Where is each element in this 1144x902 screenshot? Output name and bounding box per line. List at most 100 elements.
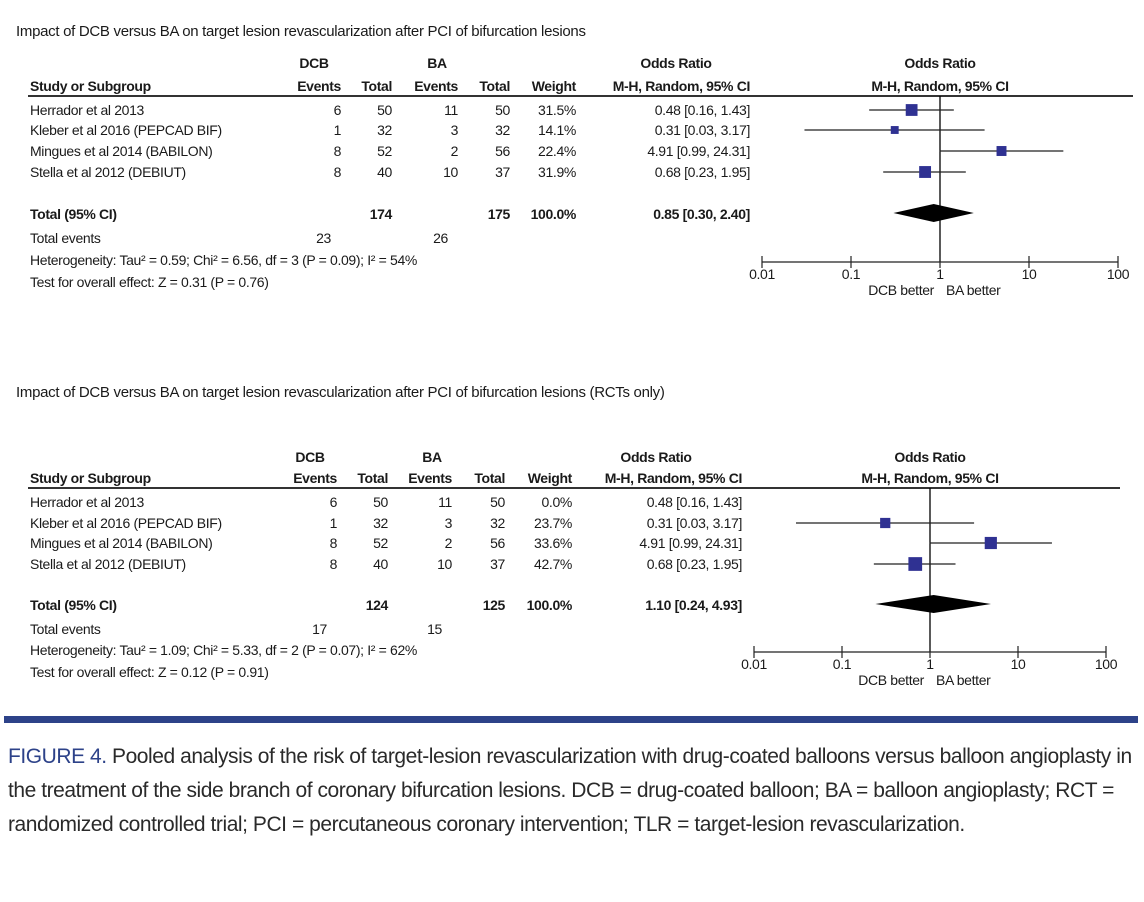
heterogeneity-text: Heterogeneity: Tau² = 1.09; Chi² = 5.33,… <box>30 642 417 658</box>
header-weight: Weight <box>527 470 573 486</box>
dcb-total: 40 <box>373 556 388 572</box>
study-name: Mingues et al 2014 (BABILON) <box>30 143 213 159</box>
study-marker <box>908 557 923 571</box>
header-ba-total: Total <box>474 470 505 486</box>
total-events-dcb: 23 <box>316 230 331 246</box>
ba-events: 2 <box>450 143 459 159</box>
panel-title: Impact of DCB versus BA on target lesion… <box>16 384 665 401</box>
study-or-ci: 0.31 [0.03, 3.17] <box>646 515 743 531</box>
header-or-method: M-H, Random, 95% CI <box>612 78 751 94</box>
dcb-events: 6 <box>333 102 342 118</box>
ba-total: 37 <box>495 164 510 180</box>
study-weight: 31.9% <box>538 164 576 180</box>
header-ba: BA <box>427 55 447 71</box>
figure-caption: FIGURE 4. Pooled analysis of the risk of… <box>8 740 1138 842</box>
ba-total: 56 <box>495 143 510 159</box>
pooled-diamond <box>893 204 974 222</box>
study-marker <box>919 166 932 178</box>
x-tick-label: 1 <box>936 266 944 282</box>
ba-total: 32 <box>490 515 505 531</box>
total-events-dcb: 17 <box>312 621 327 637</box>
total-ba: 175 <box>487 206 511 222</box>
dcb-total: 52 <box>373 535 388 551</box>
study-marker <box>905 104 918 116</box>
dcb-total: 50 <box>373 494 388 510</box>
study-or-ci: 4.91 [0.99, 24.31] <box>647 143 750 159</box>
ba-total: 37 <box>490 556 505 572</box>
header-study: Study or Subgroup <box>30 470 151 486</box>
study-name: Stella et al 2012 (DEBIUT) <box>30 556 186 572</box>
dcb-total: 50 <box>377 102 392 118</box>
total-events-label: Total events <box>30 230 101 246</box>
header-ba-events: Events <box>408 470 452 486</box>
total-events-ba: 26 <box>433 230 448 246</box>
x-tick-label: 0.01 <box>749 266 775 282</box>
ba-events: 2 <box>444 535 453 551</box>
header-dcb-events: Events <box>297 78 341 94</box>
total-or-ci: 0.85 [0.30, 2.40] <box>653 206 750 222</box>
header-odds-ratio: Odds Ratio <box>620 449 692 465</box>
dcb-events: 6 <box>329 494 338 510</box>
plot-header-odds-ratio: Odds Ratio <box>894 449 966 465</box>
dcb-total: 40 <box>377 164 392 180</box>
ba-events: 10 <box>437 556 452 572</box>
ba-total: 50 <box>495 102 510 118</box>
header-rule <box>28 487 1120 489</box>
forest-plots <box>753 96 1119 658</box>
ba-events: 10 <box>443 164 458 180</box>
header-or-method: M-H, Random, 95% CI <box>604 470 743 486</box>
panel-title: Impact of DCB versus BA on target lesion… <box>16 23 586 40</box>
x-tick-label: 0.1 <box>832 656 852 672</box>
study-weight: 22.4% <box>538 143 576 159</box>
caption-divider <box>4 716 1138 723</box>
x-tick-label: 0.1 <box>841 266 861 282</box>
overall-effect-text: Test for overall effect: Z = 0.31 (P = 0… <box>30 274 269 290</box>
total-label: Total (95% CI) <box>30 206 117 222</box>
header-dcb: DCB <box>295 449 325 465</box>
total-or-ci: 1.10 [0.24, 4.93] <box>645 597 742 613</box>
header-odds-ratio: Odds Ratio <box>640 55 712 71</box>
ba-events: 3 <box>450 122 459 138</box>
study-name: Herrador et al 2013 <box>30 494 144 510</box>
study-weight: 14.1% <box>538 122 576 138</box>
study-or-ci: 4.91 [0.99, 24.31] <box>639 535 742 551</box>
x-tick-label: 0.01 <box>741 656 767 672</box>
overall-effect-text: Test for overall effect: Z = 0.12 (P = 0… <box>30 664 269 680</box>
header-ba-total: Total <box>479 78 510 94</box>
study-name: Stella et al 2012 (DEBIUT) <box>30 164 186 180</box>
dcb-events: 8 <box>329 535 338 551</box>
axis-label-ba-better: BA better <box>946 282 1001 298</box>
study-name: Mingues et al 2014 (BABILON) <box>30 535 213 551</box>
dcb-total: 32 <box>373 515 388 531</box>
ba-events: 11 <box>444 102 458 118</box>
study-or-ci: 0.68 [0.23, 1.95] <box>646 556 743 572</box>
caption-label: FIGURE 4. <box>8 745 107 768</box>
axis-label-dcb-better: DCB better <box>858 672 924 688</box>
study-or-ci: 0.68 [0.23, 1.95] <box>654 164 751 180</box>
total-dcb: 124 <box>365 597 389 613</box>
study-or-ci: 0.48 [0.16, 1.43] <box>654 102 751 118</box>
study-weight: 31.5% <box>538 102 576 118</box>
total-events-label: Total events <box>30 621 101 637</box>
header-ba: BA <box>422 449 442 465</box>
study-or-ci: 0.31 [0.03, 3.17] <box>654 122 751 138</box>
ba-events: 11 <box>438 494 452 510</box>
total-label: Total (95% CI) <box>30 597 117 613</box>
total-weight: 100.0% <box>530 206 577 222</box>
ba-total: 32 <box>495 122 510 138</box>
total-weight: 100.0% <box>526 597 573 613</box>
x-tick-label: 10 <box>1021 266 1037 282</box>
study-name: Kleber et al 2016 (PEPCAD BIF) <box>30 515 222 531</box>
total-events-ba: 15 <box>427 621 442 637</box>
dcb-events: 1 <box>329 515 338 531</box>
study-weight: 0.0% <box>541 494 572 510</box>
study-weight: 23.7% <box>534 515 572 531</box>
x-tick-label: 1 <box>926 656 934 672</box>
study-name: Kleber et al 2016 (PEPCAD BIF) <box>30 122 222 138</box>
plot-header-odds-ratio: Odds Ratio <box>904 55 976 71</box>
header-ba-events: Events <box>414 78 458 94</box>
header-weight: Weight <box>531 78 577 94</box>
header-dcb-total: Total <box>357 470 388 486</box>
dcb-events: 8 <box>329 556 338 572</box>
study-name: Herrador et al 2013 <box>30 102 144 118</box>
